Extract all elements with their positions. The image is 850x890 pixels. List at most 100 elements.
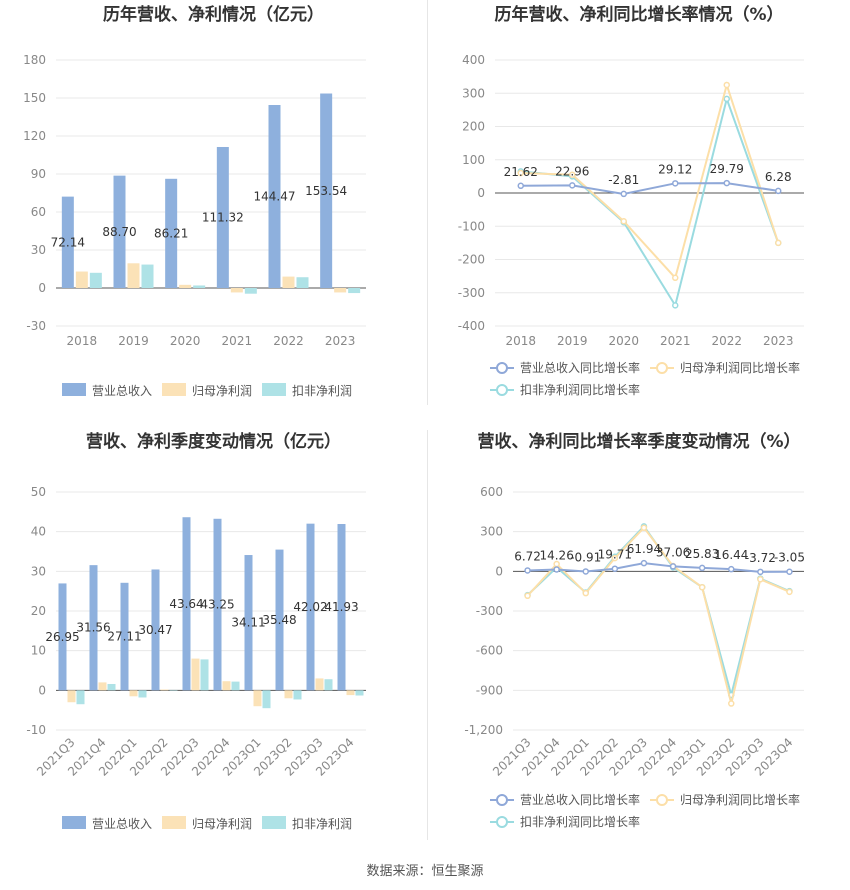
legend-label: 营业总收入同比增长率 <box>520 360 640 375</box>
x-tick-label: 2018 <box>505 334 536 348</box>
vertical-divider-top <box>427 0 428 405</box>
bar <box>89 565 98 691</box>
revenue-profit-quarterly-chart: 营收、净利季度变动情况（亿元）-10010203040502021Q32021Q… <box>26 431 366 831</box>
y-tick-label: 50 <box>31 485 46 499</box>
y-tick-label: 150 <box>23 91 46 105</box>
data-label: 37.06 <box>656 545 690 559</box>
bar <box>337 524 346 691</box>
legend-marker <box>656 362 668 374</box>
data-point <box>757 568 764 576</box>
bar <box>244 555 253 691</box>
data-label: 42.02 <box>293 600 327 614</box>
bar <box>213 518 222 691</box>
y-tick-label: 0 <box>495 564 503 578</box>
bar <box>282 276 295 288</box>
y-tick-label: 20 <box>31 604 46 618</box>
data-point <box>672 274 679 282</box>
bar <box>129 690 138 697</box>
bar <box>293 690 302 700</box>
bar <box>346 690 355 696</box>
chart-title: 历年营收、净利情况（亿元） <box>103 4 324 25</box>
bar <box>98 682 107 691</box>
data-label: -3.05 <box>774 551 805 565</box>
data-point <box>517 182 524 190</box>
y-tick-label: 100 <box>462 153 485 167</box>
data-label: 34.11 <box>231 616 265 630</box>
data-label: 43.64 <box>169 597 203 611</box>
data-point <box>611 554 619 562</box>
x-tick-label: 2023 <box>763 334 794 348</box>
data-point <box>723 95 730 103</box>
data-point <box>517 169 524 177</box>
y-tick-label: 30 <box>31 564 46 578</box>
data-label: 144.47 <box>254 190 296 204</box>
bar <box>191 658 200 691</box>
bar <box>89 272 102 288</box>
data-point <box>524 592 531 600</box>
bar <box>193 285 206 288</box>
bar <box>107 683 116 691</box>
data-point <box>728 565 735 573</box>
data-point <box>553 566 560 573</box>
data-label: 29.12 <box>658 162 692 176</box>
legend-label: 扣非净利润同比增长率 <box>520 382 640 397</box>
data-point <box>582 589 589 597</box>
legend-label: 归母净利润同比增长率 <box>680 360 800 375</box>
data-point <box>611 565 619 572</box>
growth-rate-annual-chart: 历年营收、净利同比增长率情况（%） -400 -300 -200 -100 0 100 200… <box>458 4 804 397</box>
bar <box>230 288 243 293</box>
series-line <box>527 562 790 573</box>
chart-title: 历年营收、净利同比增长率情况（%） <box>494 4 783 25</box>
bar <box>216 146 229 288</box>
legend-swatch <box>62 816 86 829</box>
data-label: 41.93 <box>324 600 358 614</box>
legend-swatch <box>62 383 86 396</box>
data-label: 27.11 <box>107 630 141 644</box>
data-label: 72.14 <box>51 235 85 249</box>
y-tick-label: 0 <box>38 683 46 697</box>
data-label: 22.96 <box>555 164 589 178</box>
data-point <box>620 190 627 198</box>
legend-label: 营业总收入 <box>92 384 152 398</box>
bar <box>67 690 76 703</box>
legend-label: 营业总收入同比增长率 <box>520 792 640 807</box>
y-tick-label: -300 <box>458 286 485 300</box>
data-point <box>723 179 730 187</box>
legend-label: 归母净利润 <box>192 817 252 831</box>
data-label: 26.95 <box>45 630 79 644</box>
data-point <box>620 218 627 225</box>
data-point <box>524 567 531 574</box>
bar <box>244 288 257 294</box>
bar <box>127 263 140 288</box>
growth-rate-quarterly-chart: 营收、净利同比增长率季度变动情况（%） -1,200 -900 -600 -300 0 30… <box>464 431 805 829</box>
data-source: 数据来源：恒生聚源 <box>366 864 484 879</box>
data-label: 35.48 <box>262 613 296 627</box>
y-tick-label: -10 <box>26 723 46 737</box>
legend-label: 归母净利润同比增长率 <box>680 792 800 807</box>
bar <box>141 264 154 288</box>
data-point <box>786 568 793 575</box>
y-tick-label: 180 <box>23 53 46 67</box>
x-tick-label: 2023 <box>325 334 356 348</box>
data-point <box>698 583 706 591</box>
bar <box>296 277 309 288</box>
data-point <box>672 302 679 309</box>
bar <box>222 681 231 691</box>
y-tick-label: 0 <box>477 186 485 200</box>
y-tick-label: -30 <box>26 319 46 333</box>
bar <box>324 679 333 691</box>
legend-label: 扣非净利润 <box>292 817 352 831</box>
data-point <box>672 180 679 187</box>
legend-marker <box>496 384 508 396</box>
y-tick-label: -100 <box>458 219 485 233</box>
bar <box>58 583 67 691</box>
bar <box>320 93 333 289</box>
bar <box>306 523 315 691</box>
legend-swatch <box>162 383 186 396</box>
data-label: 29.79 <box>710 162 744 176</box>
legend-label: 扣非净利润 <box>292 384 352 398</box>
bar <box>262 690 271 709</box>
series-line <box>520 182 779 195</box>
data-label: 19.71 <box>598 548 632 562</box>
bar <box>169 689 178 691</box>
